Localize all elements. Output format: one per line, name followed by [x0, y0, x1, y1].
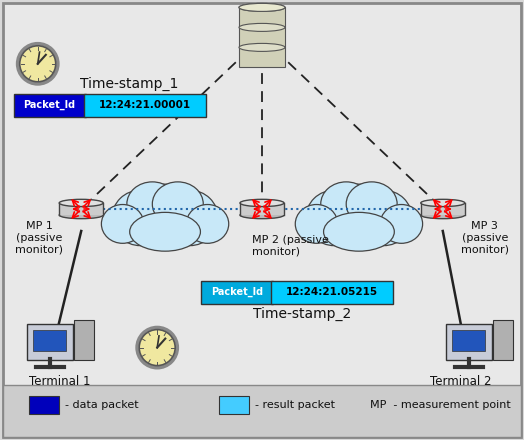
FancyBboxPatch shape: [239, 27, 285, 48]
Ellipse shape: [59, 211, 103, 219]
FancyBboxPatch shape: [34, 330, 66, 351]
Ellipse shape: [421, 199, 465, 206]
FancyBboxPatch shape: [27, 324, 73, 360]
Ellipse shape: [240, 211, 284, 219]
Ellipse shape: [321, 182, 372, 226]
FancyBboxPatch shape: [3, 3, 521, 437]
Ellipse shape: [355, 190, 412, 246]
Text: Packet_Id: Packet_Id: [24, 100, 76, 110]
FancyBboxPatch shape: [84, 94, 206, 117]
Text: 12:24:21.00001: 12:24:21.00001: [99, 100, 191, 110]
Ellipse shape: [128, 184, 202, 247]
Ellipse shape: [421, 211, 465, 219]
FancyBboxPatch shape: [453, 330, 485, 351]
Ellipse shape: [112, 190, 169, 246]
Ellipse shape: [306, 190, 363, 246]
Ellipse shape: [346, 182, 397, 226]
Ellipse shape: [296, 205, 338, 243]
Ellipse shape: [239, 23, 285, 31]
FancyBboxPatch shape: [239, 7, 285, 27]
Text: MP 1
(passive
monitor): MP 1 (passive monitor): [15, 221, 63, 254]
Text: Database: Database: [232, 0, 292, 1]
Text: Terminal 2: Terminal 2: [430, 375, 492, 389]
Text: Terminal 1: Terminal 1: [29, 375, 91, 389]
Ellipse shape: [102, 205, 144, 243]
Ellipse shape: [152, 182, 203, 226]
Ellipse shape: [239, 44, 285, 51]
Ellipse shape: [240, 199, 284, 206]
Text: Packet_Id: Packet_Id: [211, 287, 263, 297]
Polygon shape: [240, 203, 284, 215]
Text: MP 2 (passive
monitor): MP 2 (passive monitor): [252, 235, 329, 257]
Ellipse shape: [127, 182, 178, 226]
Ellipse shape: [239, 4, 285, 11]
Text: Time-stamp_2: Time-stamp_2: [253, 307, 351, 321]
FancyBboxPatch shape: [201, 281, 272, 304]
FancyBboxPatch shape: [239, 48, 285, 67]
Ellipse shape: [324, 213, 395, 251]
FancyBboxPatch shape: [3, 385, 521, 437]
FancyBboxPatch shape: [446, 324, 492, 360]
Ellipse shape: [239, 4, 285, 11]
Polygon shape: [59, 203, 103, 215]
Text: 12:24:21.05215: 12:24:21.05215: [286, 287, 378, 297]
Ellipse shape: [130, 213, 200, 251]
FancyBboxPatch shape: [219, 396, 249, 414]
Text: MP 3
(passive
monitor): MP 3 (passive monitor): [461, 221, 509, 254]
Circle shape: [139, 330, 175, 366]
FancyBboxPatch shape: [29, 396, 59, 414]
Text: - data packet: - data packet: [65, 400, 139, 410]
Ellipse shape: [187, 205, 229, 243]
Ellipse shape: [161, 190, 218, 246]
Text: MP  - measurement point: MP - measurement point: [370, 400, 511, 410]
Ellipse shape: [380, 205, 423, 243]
Ellipse shape: [322, 184, 396, 247]
FancyBboxPatch shape: [271, 281, 393, 304]
FancyBboxPatch shape: [493, 320, 513, 360]
Ellipse shape: [59, 199, 103, 206]
Polygon shape: [421, 203, 465, 215]
FancyBboxPatch shape: [14, 94, 85, 117]
Text: - result packet: - result packet: [255, 400, 335, 410]
Circle shape: [20, 46, 56, 82]
Text: Time-stamp_1: Time-stamp_1: [81, 77, 179, 91]
FancyBboxPatch shape: [74, 320, 94, 360]
